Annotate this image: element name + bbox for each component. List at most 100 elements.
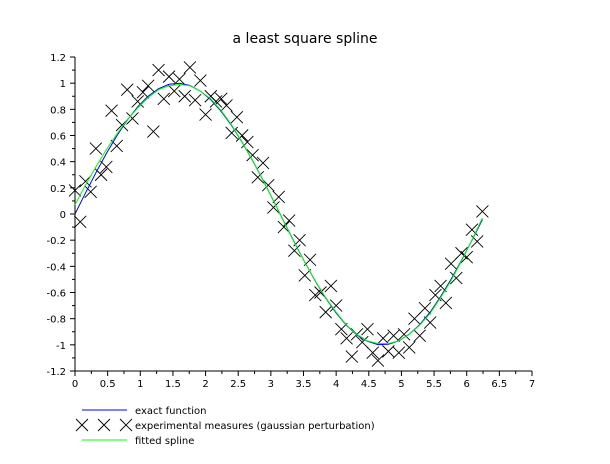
data-point-marker	[387, 329, 400, 342]
x-tick-label: 3.5	[296, 379, 312, 390]
data-point-marker	[402, 341, 416, 354]
y-tick-label: -1	[56, 341, 66, 352]
data-point-marker	[136, 86, 150, 99]
data-point-marker	[444, 257, 458, 271]
data-point-marker	[261, 178, 275, 192]
data-point-marker	[366, 346, 380, 360]
x-tick-label: 2.5	[230, 379, 246, 390]
legend-marker	[75, 418, 89, 432]
data-point-marker	[89, 142, 103, 155]
x-tick-label: 1	[137, 379, 143, 390]
y-tick-label: -0.8	[46, 315, 66, 326]
chart-title: a least square spline	[233, 31, 378, 47]
data-point-marker	[361, 322, 374, 336]
x-tick-label: 7	[529, 379, 535, 390]
legend-marker	[97, 418, 111, 432]
y-tick-label: -1.2	[46, 367, 66, 378]
data-point-marker	[147, 125, 160, 138]
data-point-marker	[199, 108, 212, 121]
data-point-marker	[272, 190, 286, 204]
x-tick-label: 2	[202, 379, 208, 390]
data-point-marker	[460, 250, 474, 264]
x-tick-label: 1.5	[165, 379, 181, 390]
y-tick-label: -0.4	[46, 262, 66, 273]
data-point-marker	[246, 148, 259, 162]
x-tick-label: 3	[268, 379, 274, 390]
axes: 0 0.5 1 1.5 2 2.5 3 3.5 4 4.5 5 5.5 6 6.5 7 -1.2 -1 -0.8 -…	[46, 53, 535, 390]
data-point-marker	[335, 322, 348, 336]
y-tick-label: 0.8	[50, 105, 66, 116]
data-point-marker	[73, 215, 87, 229]
legend-swatch-experimental-measures	[75, 418, 133, 432]
data-point-marker	[220, 99, 233, 112]
x-tick-label: 6.5	[491, 379, 507, 390]
data-point-marker	[241, 135, 254, 149]
data-point-marker	[449, 271, 463, 285]
data-point-marker	[267, 201, 280, 214]
fitted-spline-line	[74, 83, 483, 344]
data-point-marker	[100, 160, 113, 174]
data-point-marker	[141, 79, 155, 93]
data-point-marker	[392, 346, 406, 360]
data-point-marker	[68, 184, 82, 197]
data-point-marker	[84, 185, 97, 199]
data-point-marker	[371, 354, 385, 367]
data-point-marker	[110, 139, 124, 153]
data-point-marker	[413, 329, 427, 342]
data-point-marker	[382, 345, 395, 358]
y-tick-label: -0.6	[46, 289, 66, 300]
data-point-marker	[418, 301, 432, 315]
data-point-marker	[167, 84, 181, 98]
y-tick-label: -0.2	[46, 236, 66, 247]
data-point-marker	[162, 70, 176, 83]
y-tick-label: 0	[60, 210, 66, 221]
data-point-marker	[319, 305, 333, 319]
legend-label-exact-function: exact function	[135, 406, 206, 417]
x-tick-label: 0.5	[100, 379, 116, 390]
data-point-marker	[194, 74, 207, 87]
data-point-marker	[225, 126, 239, 140]
legend-label-fitted-spline: fitted spline	[135, 436, 194, 447]
data-point-marker	[188, 93, 202, 107]
y-tick-label: 1	[60, 79, 66, 90]
data-point-marker	[183, 61, 197, 74]
data-point-marker	[439, 296, 453, 310]
data-point-marker	[120, 83, 134, 97]
data-point-marker	[105, 104, 118, 117]
data-point-marker	[157, 92, 171, 106]
data-point-marker	[126, 112, 139, 125]
data-point-marker	[476, 205, 489, 218]
data-point-marker	[397, 328, 411, 341]
data-point-marker	[298, 269, 312, 282]
data-point-marker	[277, 220, 291, 234]
data-point-marker	[355, 335, 369, 349]
data-point-marker	[455, 246, 468, 260]
data-point-marker	[329, 299, 343, 312]
data-point-marker	[131, 95, 144, 108]
legend: exact function experimental measures (ga…	[75, 406, 375, 447]
x-tick-label: 4	[333, 379, 339, 390]
legend-label-experimental-measures: experimental measures (gaussian perturba…	[135, 421, 375, 432]
legend-marker	[119, 418, 133, 432]
data-point-marker	[251, 171, 265, 184]
data-point-marker	[376, 331, 390, 345]
data-point-marker	[408, 312, 421, 325]
data-point-marker	[288, 244, 301, 257]
plot-area	[68, 61, 489, 367]
y-tick-label: 0.2	[50, 184, 66, 195]
x-tick-label: 6	[464, 379, 470, 390]
data-point-marker	[235, 129, 249, 142]
y-tick-label: 0.4	[50, 158, 66, 169]
x-tick-label: 4.5	[361, 379, 377, 390]
data-point-marker	[324, 279, 338, 293]
x-tick-label: 5.5	[426, 379, 442, 390]
data-point-marker	[152, 63, 165, 77]
x-tick-label: 0	[72, 379, 78, 390]
x-tick-label: 5	[398, 379, 404, 390]
y-tick-label: 1.2	[50, 53, 66, 64]
data-point-marker	[345, 350, 359, 363]
y-tick-label: 0.6	[50, 132, 66, 143]
data-point-marker	[340, 331, 353, 345]
data-point-marker	[178, 89, 191, 103]
